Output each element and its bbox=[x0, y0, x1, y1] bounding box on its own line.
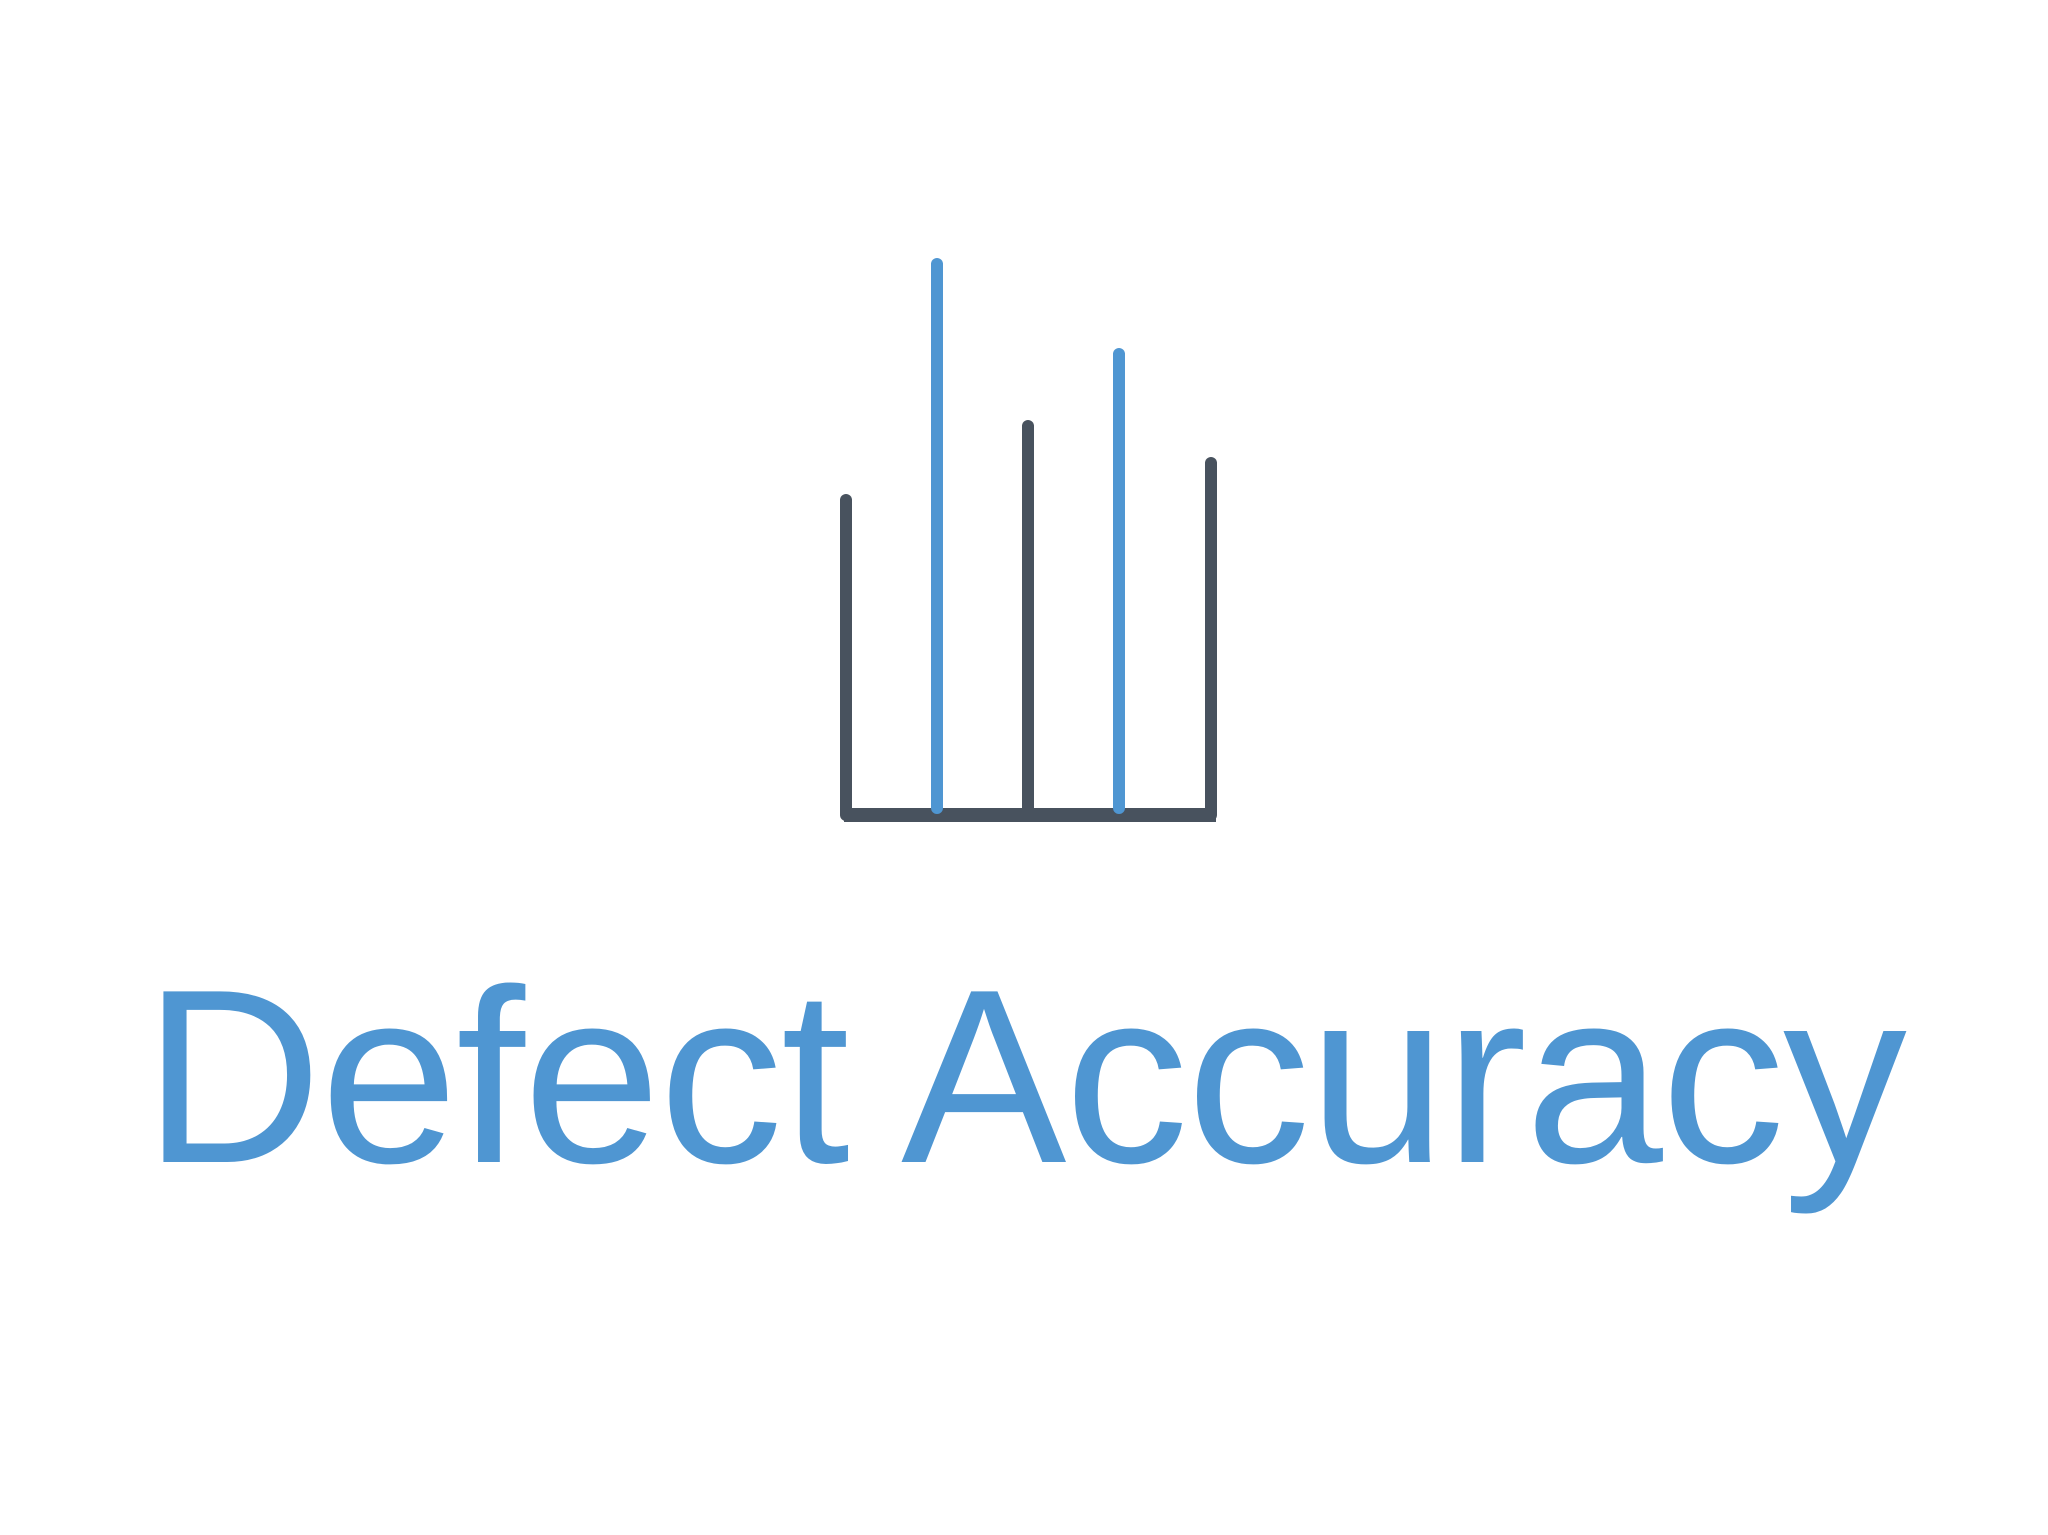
bar-chart-icon bbox=[840, 258, 1217, 822]
logo-title: Defect Accuracy bbox=[143, 937, 1907, 1215]
